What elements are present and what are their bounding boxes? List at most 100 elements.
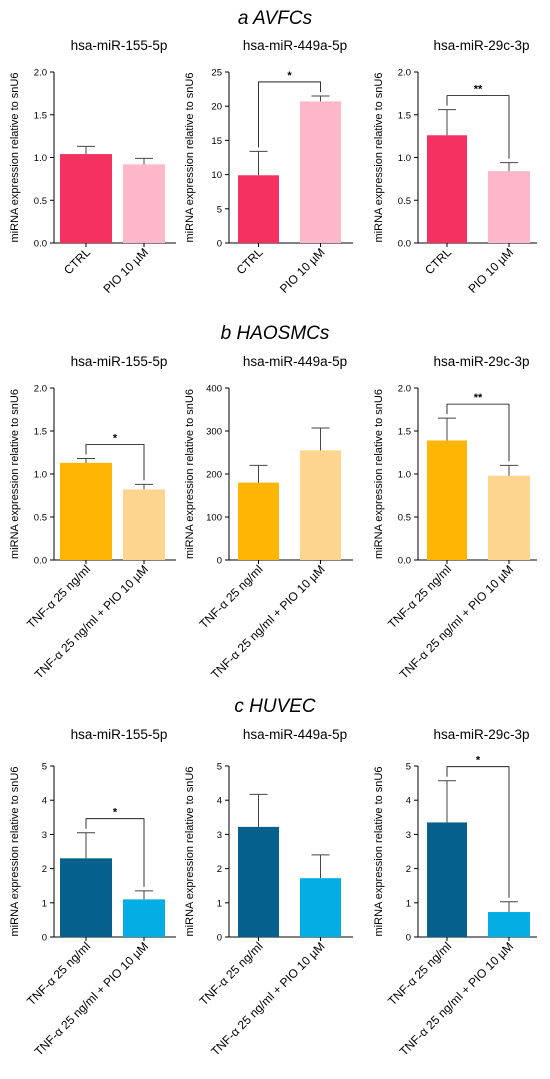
y-axis-label: miRNA expression relative to snU6 [373,73,385,243]
bar [123,489,165,560]
section-title: c HUVEC [234,696,316,717]
y-tick-label: 0 [42,933,47,944]
y-tick-label: 2 [406,864,411,875]
y-tick-label: 1.5 [34,110,47,121]
bar [427,440,467,560]
section-3: c HUVEC hsa-miR-155-5p miRNA expression re… [9,696,537,1059]
y-axis-label: miRNA expression relative to snU6 [184,73,196,243]
bar [60,858,112,937]
y-tick-label: 2.0 [398,68,411,79]
y-axis-label: miRNA expression relative to snU6 [373,767,385,937]
y-tick-label: 1.0 [34,470,47,481]
chart-panel: hsa-miR-449a-5p miRNA expression relative… [184,354,353,682]
x-tick-label: TNF-α 25 ng/ml + PIO 10 µM [397,939,516,1058]
bar [488,912,530,937]
y-tick-label: 400 [206,384,222,395]
section-title: b HAOSMCs [221,323,330,344]
x-tick-label: TNF-α 25 ng/ml + PIO 10 µM [32,562,151,681]
y-tick-label: 3 [217,830,222,841]
chart-panel: hsa-miR-449a-5p miRNA expression relative… [184,727,353,1059]
chart-title: hsa-miR-155-5p [71,727,168,742]
y-axis-label: miRNA expression relative to snU6 [373,389,385,559]
bar [238,482,279,560]
y-tick-label: 0 [217,239,222,250]
y-tick-label: 20 [211,102,222,113]
y-tick-label: 2.0 [398,384,411,395]
y-tick-label: 5 [217,204,222,215]
significance-label: * [113,433,118,445]
significance-bracket [258,81,321,148]
significance-bracket [85,444,145,481]
y-tick-label: 200 [206,470,222,481]
y-tick-label: 1 [42,898,47,909]
significance-label: * [287,70,292,82]
y-tick-label: 0.0 [398,239,411,250]
bar [123,164,165,243]
chart-title: hsa-miR-449a-5p [243,354,347,369]
x-tick-label: CTRL [234,245,266,277]
y-tick-label: 1 [406,898,411,909]
y-tick-label: 5 [42,762,47,773]
significance-label: ** [474,84,483,96]
x-tick-label: PIO 10 µM [100,245,151,296]
chart-panel: hsa-miR-29c-3p miRNA expression relative … [373,38,537,296]
y-tick-label: 10 [211,170,222,181]
y-tick-label: 100 [206,513,222,524]
x-tick-label: TNF-α 25 ng/ml [385,939,454,1008]
chart-panel: hsa-miR-29c-3p miRNA expression relative … [373,354,537,682]
y-tick-label: 2 [42,864,47,875]
y-tick-label: 1.5 [34,427,47,438]
chart-title: hsa-miR-449a-5p [243,38,347,53]
y-tick-label: 15 [211,136,222,147]
x-tick-label: TNF-α 25 ng/ml [197,562,266,631]
y-tick-label: 4 [42,796,47,807]
chart-title: hsa-miR-29c-3p [433,38,529,53]
x-tick-label: TNF-α 25 ng/ml [385,562,454,631]
chart-panel: hsa-miR-155-5p miRNA expression relative … [9,354,176,682]
significance-label: * [476,755,481,767]
x-tick-label: TNF-α 25 ng/ml + PIO 10 µM [32,939,151,1058]
chart-title: hsa-miR-155-5p [71,38,168,53]
chart-title: hsa-miR-29c-3p [433,354,529,369]
y-axis-label: miRNA expression relative to snU6 [184,767,196,937]
y-tick-label: 0.5 [34,513,47,524]
y-tick-label: 2.0 [34,68,47,79]
bar [238,826,279,937]
x-tick-label: CTRL [422,245,454,277]
y-tick-label: 1.0 [34,153,47,164]
bar [60,462,112,560]
bar [60,154,112,243]
x-tick-label: TNF-α 25 ng/ml + PIO 10 µM [397,562,516,681]
significance-bracket [446,403,510,462]
bar [300,450,341,560]
x-tick-label: PIO 10 µM [465,245,516,296]
significance-bracket [85,818,145,887]
chart-title: hsa-miR-29c-3p [433,727,529,742]
y-tick-label: 1.0 [398,153,411,164]
y-tick-label: 3 [406,830,411,841]
y-tick-label: 1.5 [398,427,411,438]
chart-panel: hsa-miR-29c-3p miRNA expression relative … [373,727,537,1059]
y-axis-label: miRNA expression relative to snU6 [184,389,196,559]
bar [300,101,341,243]
y-tick-label: 2.0 [34,384,47,395]
chart-title: hsa-miR-449a-5p [243,727,347,742]
significance-bracket [446,95,510,159]
y-axis-label: miRNA expression relative to snU6 [9,73,21,243]
x-tick-label: TNF-α 25 ng/ml + PIO 10 µM [208,562,327,681]
y-tick-label: 4 [406,796,411,807]
y-tick-label: 0.0 [34,556,47,567]
y-tick-label: 0 [217,933,222,944]
y-tick-label: 3 [42,830,47,841]
y-tick-label: 0.5 [398,196,411,207]
y-tick-label: 0.0 [398,556,411,567]
bar [123,899,165,937]
y-tick-label: 0 [217,556,222,567]
x-tick-label: CTRL [61,245,93,277]
y-axis-label: miRNA expression relative to snU6 [9,767,21,937]
significance-bracket [446,766,510,898]
significance-label: * [113,807,118,819]
bar [300,878,341,937]
y-tick-label: 0.5 [398,513,411,524]
